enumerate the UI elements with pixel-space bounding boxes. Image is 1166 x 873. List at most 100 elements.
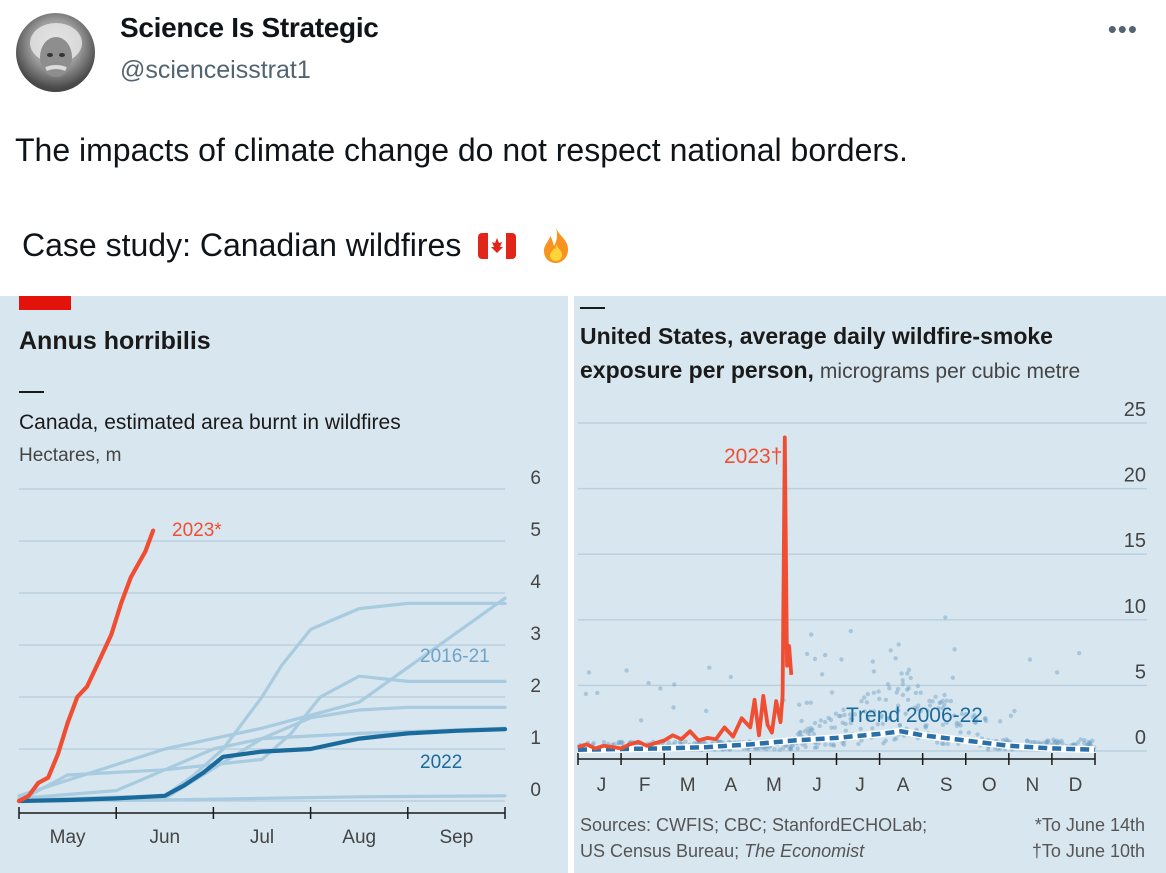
- series-line-2023-us: [577, 435, 794, 751]
- scatter-point: [831, 742, 836, 747]
- scatter-point: [591, 740, 596, 746]
- right-xtick-label: F: [639, 775, 651, 796]
- left-xtick-label: Aug: [342, 827, 376, 848]
- scatter-point: [952, 713, 957, 718]
- series-line-2016-21-d: [17, 596, 507, 798]
- tweet-media-image[interactable]: Annus horribilis Canada, estimated area …: [0, 296, 1166, 873]
- scatter-point: [888, 648, 893, 653]
- scatter-point: [970, 714, 975, 720]
- scatter-point: [940, 705, 946, 711]
- scatter-point: [673, 739, 678, 745]
- left-ytick-label: 0: [530, 780, 541, 801]
- scatter-point: [1008, 713, 1014, 718]
- scatter-point: [1087, 740, 1093, 746]
- scatter-point: [918, 690, 923, 695]
- scatter-point: [913, 690, 919, 696]
- scatter-point: [983, 716, 988, 721]
- scatter-point: [912, 705, 918, 710]
- scatter-point: [894, 736, 899, 741]
- scatter-point: [944, 720, 949, 725]
- scatter-point: [859, 738, 864, 743]
- label-2023: 2023*: [172, 520, 222, 541]
- scatter-point: [831, 743, 836, 748]
- scatter-point: [852, 712, 858, 717]
- scatter-point: [975, 732, 980, 737]
- scatter-point: [1040, 740, 1046, 746]
- author-name[interactable]: Science Is Strategic: [120, 12, 379, 43]
- scatter-point: [941, 741, 946, 746]
- scatter-point: [973, 717, 979, 722]
- avatar[interactable]: [16, 13, 95, 92]
- scatter-point: [809, 632, 814, 637]
- scatter-point: [879, 713, 884, 718]
- scatter-point: [840, 740, 845, 746]
- scatter-point: [927, 698, 932, 703]
- scatter-point: [948, 698, 954, 704]
- scatter-point: [878, 715, 883, 720]
- scatter-point: [923, 725, 928, 730]
- scatter-point: [841, 742, 847, 747]
- scatter-point: [930, 699, 935, 704]
- footnote-2023-right: †To June 10th: [1032, 841, 1145, 861]
- scatter-point: [843, 721, 848, 727]
- author-handle[interactable]: @scienceisstrat1: [120, 56, 311, 84]
- right-ytick-label: 20: [1124, 465, 1146, 487]
- scatter-point: [841, 707, 846, 712]
- canada-flag-icon: [478, 230, 517, 259]
- scatter-point: [764, 747, 769, 752]
- scatter-point: [905, 671, 910, 676]
- scatter-point: [583, 691, 589, 697]
- scatter-point: [795, 731, 801, 737]
- scatter-point: [788, 745, 793, 751]
- scatter-point: [1077, 651, 1082, 656]
- scatter-point: [823, 742, 828, 747]
- scatter-point: [982, 716, 988, 721]
- scatter-point: [1055, 738, 1060, 743]
- scatter-point: [972, 713, 977, 718]
- scatter-point: [896, 708, 901, 713]
- left-ytick-label: 2: [530, 676, 541, 697]
- label-2016-21: 2016-21: [420, 646, 490, 667]
- scatter-point: [1075, 740, 1081, 745]
- scatter-point: [843, 728, 848, 733]
- fire-icon: [537, 226, 575, 264]
- scatter-point: [848, 716, 853, 722]
- scatter-point: [972, 720, 978, 725]
- scatter-point: [956, 721, 961, 726]
- scatter-point: [924, 723, 929, 728]
- scatter-point: [1032, 740, 1038, 745]
- scatter-point: [1027, 657, 1033, 662]
- scatter-point: [840, 720, 845, 725]
- footnote-2023-left: *To June 14th: [1035, 815, 1145, 835]
- more-icon[interactable]: •••: [1107, 14, 1138, 44]
- scatter-point: [822, 652, 828, 658]
- left-ytick-label: 5: [530, 520, 541, 541]
- scatter-point: [728, 674, 733, 680]
- scatter-point: [938, 700, 943, 705]
- right-ytick-label: 0: [1135, 727, 1146, 749]
- sources-line2: US Census Bureau; The Economist: [580, 841, 865, 861]
- scatter-point: [1086, 739, 1091, 745]
- scatter-point: [1000, 738, 1006, 743]
- scatter-point: [671, 705, 676, 710]
- left-chart-ylabel: Hectares, m: [19, 445, 121, 466]
- scatter-point: [838, 713, 843, 719]
- scatter-point: [870, 726, 875, 731]
- scatter-point: [935, 740, 940, 745]
- scatter-point: [804, 651, 810, 657]
- scatter-point: [896, 642, 901, 647]
- series-line-2022: [16, 727, 508, 804]
- left-ytick-label: 4: [530, 572, 541, 593]
- scatter-point: [871, 669, 877, 674]
- scatter-point: [887, 686, 892, 691]
- scatter-point: [858, 726, 863, 731]
- right-xtick-label: A: [724, 775, 737, 796]
- scatter-point: [900, 681, 906, 687]
- left-ytick-label: 1: [530, 728, 541, 749]
- scatter-point: [998, 719, 1003, 724]
- scatter-point: [812, 745, 818, 750]
- scatter-point: [1072, 742, 1077, 747]
- scatter-point: [862, 695, 867, 700]
- scatter-point: [812, 720, 818, 726]
- scatter-point: [876, 689, 881, 694]
